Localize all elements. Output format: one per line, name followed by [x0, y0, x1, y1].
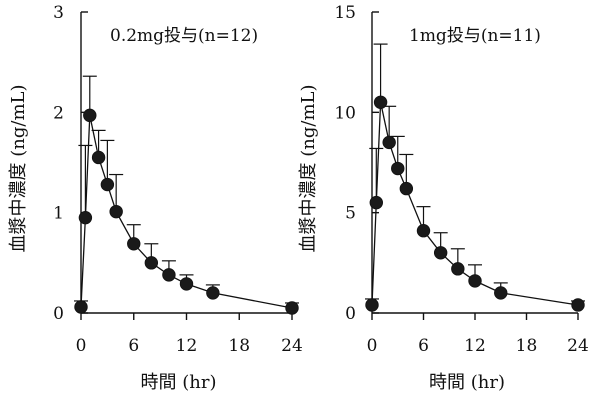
data-point — [179, 277, 194, 291]
data-point — [109, 204, 123, 219]
panel-title: 0.2mg投与(n=12) — [110, 26, 258, 46]
x-tick-label: 6 — [418, 336, 429, 356]
data-point — [144, 256, 159, 270]
y-axis-title: 血漿中濃度 (ng/mL) — [8, 85, 29, 253]
data-point — [83, 108, 97, 123]
y-tick-label: 5 — [345, 204, 356, 224]
data-point — [91, 150, 106, 165]
y-tick-label: 2 — [53, 103, 64, 123]
data-point — [571, 298, 585, 312]
y-tick-label: 1 — [53, 204, 64, 224]
data-point — [100, 177, 115, 192]
data-point — [74, 300, 88, 314]
data-point — [78, 210, 93, 225]
panel-title: 1mg投与(n=11) — [409, 26, 541, 46]
data-point — [162, 268, 176, 282]
x-tick-label: 12 — [176, 336, 198, 356]
y-axis-title: 血漿中濃度 (ng/mL) — [298, 85, 319, 253]
data-point — [127, 237, 141, 251]
data-point — [365, 298, 379, 312]
data-point — [451, 262, 465, 276]
data-point — [285, 301, 299, 315]
data-point — [468, 274, 482, 288]
data-point — [433, 246, 448, 260]
data-point — [382, 135, 396, 150]
x-tick-label: 24 — [567, 336, 589, 356]
data-point — [206, 286, 220, 300]
x-tick-label: 6 — [128, 336, 139, 356]
x-tick-label: 0 — [76, 336, 87, 356]
x-axis-title: 時間 (hr) — [141, 372, 217, 393]
x-tick-label: 18 — [228, 336, 250, 356]
y-tick-label: 3 — [53, 3, 64, 23]
data-point — [373, 95, 388, 110]
y-tick-label: 0 — [53, 304, 64, 324]
data-point — [416, 224, 431, 238]
data-point — [399, 181, 414, 196]
x-tick-label: 24 — [281, 336, 303, 356]
y-tick-label: 10 — [334, 103, 356, 123]
data-point — [391, 161, 405, 176]
data-point — [494, 286, 508, 300]
y-tick-label: 15 — [334, 3, 356, 23]
y-tick-label: 0 — [345, 304, 356, 324]
x-tick-label: 0 — [367, 336, 378, 356]
x-axis-title: 時間 (hr) — [429, 372, 505, 393]
x-tick-label: 18 — [516, 336, 538, 356]
chart-panel-2: 0 5 10 15 0 6 12 18 24 1mg投与(n=11) 時間 (hr) 血漿中濃度 (n… — [298, 3, 589, 393]
data-point — [369, 195, 383, 210]
x-tick-label: 12 — [464, 336, 486, 356]
